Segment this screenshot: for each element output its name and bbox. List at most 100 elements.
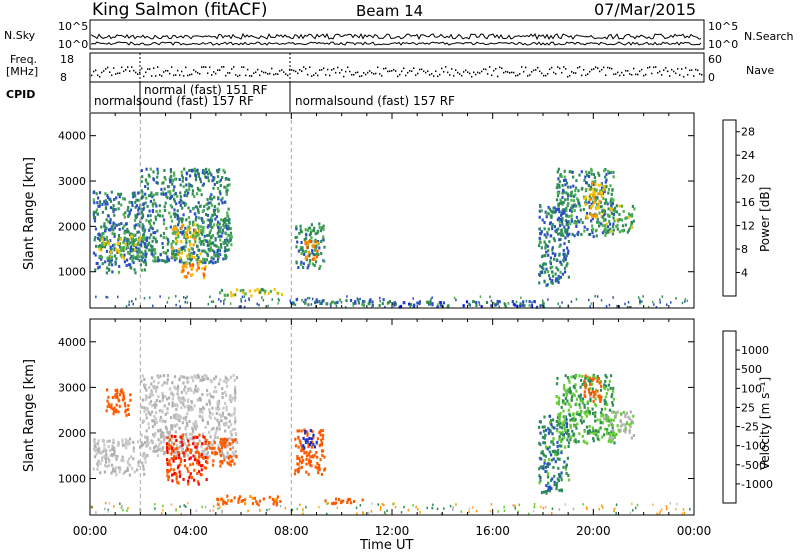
data-cell: [124, 438, 128, 442]
data-cell: [304, 240, 307, 244]
data-cell: [208, 206, 211, 210]
data-cell: [197, 226, 200, 230]
data-cell: [306, 440, 309, 444]
data-cell: [189, 264, 192, 268]
data-cell: [133, 224, 136, 228]
noise-panel-frame: [89, 19, 705, 50]
data-cell: [538, 441, 541, 445]
noise-cell: [507, 302, 509, 305]
data-cell: [607, 431, 610, 435]
freq-point: [619, 74, 621, 77]
data-cell: [573, 376, 577, 380]
data-cell: [585, 414, 588, 418]
data-cell: [114, 248, 118, 252]
data-cell: [301, 455, 304, 459]
data-cell: [137, 230, 140, 234]
data-cell: [222, 257, 225, 261]
nave-tick-low: 0: [708, 71, 715, 84]
freq-point: [561, 71, 563, 74]
data-cell: [588, 206, 591, 210]
data-cell: [178, 474, 181, 478]
data-cell: [98, 265, 101, 269]
data-cell: [211, 451, 214, 455]
data-cell: [188, 188, 191, 191]
velocity-panel: [90, 319, 691, 516]
data-cell: [630, 436, 633, 440]
data-cell: [99, 471, 102, 475]
data-cell: [200, 225, 203, 229]
data-cell: [622, 209, 625, 213]
data-cell: [201, 442, 204, 446]
data-cell: [298, 231, 301, 235]
noise-cell: [572, 507, 575, 511]
data-cell: [546, 232, 549, 236]
data-cell: [616, 223, 619, 227]
data-cell: [542, 301, 545, 305]
data-cell: [189, 463, 192, 467]
data-cell: [604, 400, 607, 404]
data-cell: [110, 250, 113, 254]
noise-cell: [294, 303, 297, 306]
data-cell: [181, 217, 184, 221]
data-cell: [203, 267, 206, 271]
data-cell: [308, 458, 311, 462]
data-cell: [129, 398, 132, 402]
data-cell: [561, 430, 564, 434]
noise-trace: [90, 41, 702, 46]
data-cell: [572, 199, 576, 203]
data-cell: [217, 408, 220, 412]
data-cell: [174, 451, 177, 455]
freq-point: [623, 74, 625, 76]
data-cell: [95, 244, 98, 248]
data-cell: [587, 183, 590, 187]
data-cell: [153, 422, 156, 426]
data-cell: [128, 210, 131, 214]
data-cell: [108, 439, 111, 443]
data-cell: [180, 226, 183, 230]
freq-point: [383, 67, 385, 70]
data-cell: [611, 232, 615, 236]
power-panel: [92, 113, 689, 309]
data-cell: [216, 436, 219, 439]
data-cell: [123, 236, 126, 240]
data-cell: [300, 443, 303, 447]
data-cell: [538, 281, 541, 285]
data-cell: [170, 416, 173, 420]
freq-point: [655, 66, 657, 68]
data-cell: [600, 395, 603, 399]
data-cell: [543, 280, 546, 284]
data-cell: [595, 388, 598, 392]
data-cell: [538, 420, 541, 424]
colorbar-frame: [722, 119, 737, 297]
data-cell: [214, 452, 217, 456]
data-cell: [197, 256, 200, 260]
data-cell: [155, 411, 158, 415]
data-cell: [164, 201, 167, 205]
data-cell: [371, 303, 374, 307]
data-cell: [309, 232, 312, 236]
freq-point: [237, 75, 239, 78]
data-cell: [221, 461, 224, 465]
data-cell: [225, 443, 228, 447]
data-cell: [566, 228, 569, 232]
noise-cell: [637, 296, 640, 299]
data-cell: [225, 502, 228, 505]
data-cell: [224, 246, 227, 249]
data-cell: [561, 189, 565, 193]
data-cell: [152, 193, 155, 197]
data-cell: [565, 471, 568, 475]
freq-point: [673, 70, 675, 73]
noise-cell: [675, 297, 677, 300]
data-cell: [622, 410, 625, 414]
freq-point: [649, 66, 651, 68]
data-cell: [132, 254, 135, 258]
noise-cell: [453, 296, 456, 300]
data-cell: [233, 398, 236, 402]
data-cell: [586, 411, 589, 415]
data-cell: [584, 386, 587, 390]
data-cell: [186, 232, 189, 236]
data-cell: [304, 298, 307, 302]
data-cell: [313, 245, 316, 249]
data-cell: [169, 170, 173, 174]
data-cell: [558, 185, 561, 189]
